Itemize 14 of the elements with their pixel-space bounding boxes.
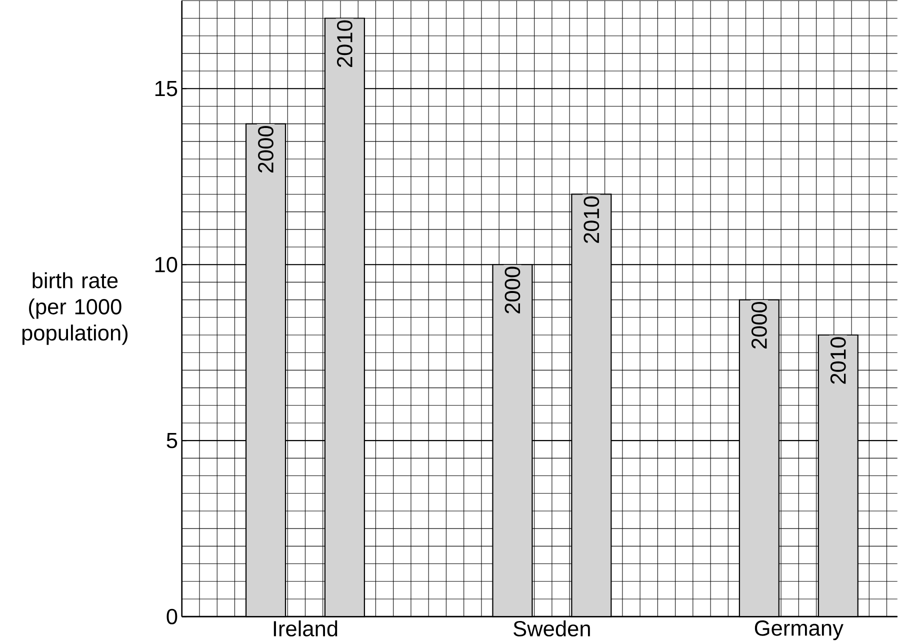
y-axis-title: birth rate (per 1000 population)	[22, 272, 128, 346]
text: 2010	[830, 337, 846, 384]
y-tick-label: 10	[155, 256, 178, 272]
y-tick-label: 0	[166, 608, 178, 624]
x-tick-label: Germany	[754, 620, 844, 640]
text: 2000	[751, 302, 767, 349]
series-label: 2000	[258, 126, 274, 173]
text: 2010	[584, 196, 600, 244]
x-tick-label: Ireland	[274, 620, 338, 637]
series-label: 2010	[336, 20, 352, 68]
text: 2000	[504, 266, 520, 314]
x-tick-label: Sweden	[514, 620, 590, 637]
y-tick-label: 5	[166, 433, 178, 448]
y-tick-label: 15	[155, 81, 178, 96]
